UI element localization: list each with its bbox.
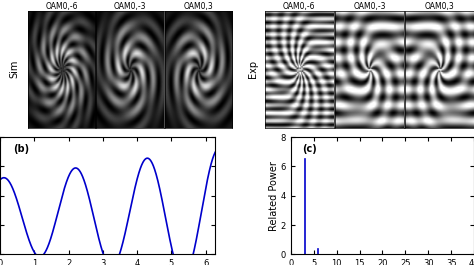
Text: Exp: Exp [248,60,258,78]
Text: (c): (c) [302,144,317,154]
Title: OAM0,-3: OAM0,-3 [114,2,146,11]
Y-axis label: Related Power: Related Power [269,161,279,231]
Title: OAM0,-6: OAM0,-6 [45,2,78,11]
Title: OAM0,-3: OAM0,-3 [353,2,386,11]
Text: (b): (b) [13,144,29,154]
Title: OAM0,-6: OAM0,-6 [283,2,316,11]
Text: Sim: Sim [9,60,19,78]
Title: OAM0,3: OAM0,3 [425,2,455,11]
Title: OAM0,3: OAM0,3 [184,2,214,11]
